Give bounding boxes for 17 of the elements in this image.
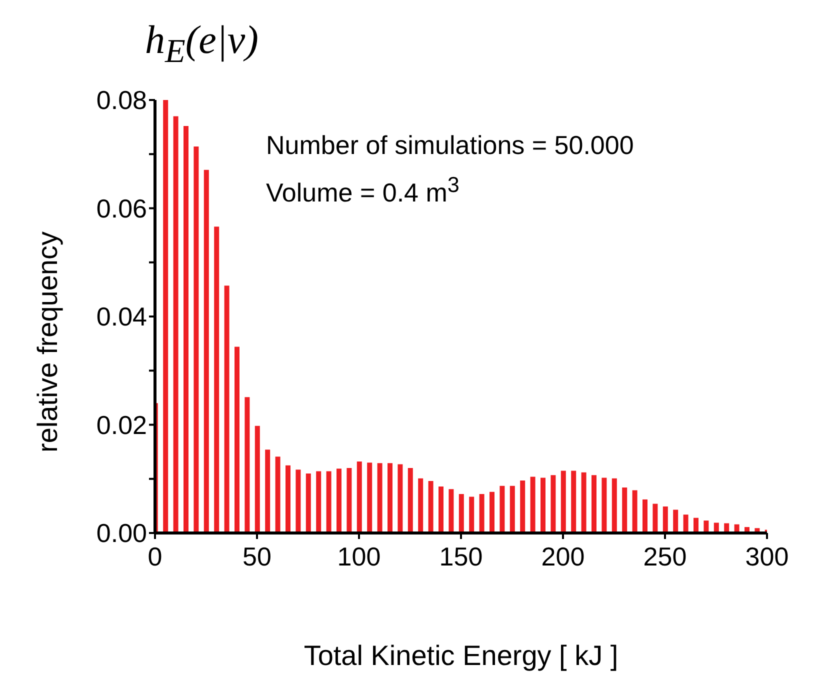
x-axis-title: Total Kinetic Energy [ kJ ] (304, 640, 618, 672)
y-tick-label: 0.00 (96, 518, 147, 548)
y-axis-title: relative frequency (32, 230, 64, 452)
annotation: Number of simulations = 50.000 (266, 130, 634, 161)
x-tick-label: 0 (148, 541, 162, 572)
y-tick-label: 0.04 (96, 302, 147, 332)
x-tick-label: 300 (745, 541, 789, 572)
y-tick-label: 0.02 (96, 410, 147, 440)
y-tick-label: 0.06 (96, 193, 147, 224)
annotation: Volume = 0.4 m$^{3}$ (266, 172, 460, 209)
x-tick-label: 150 (439, 541, 483, 572)
x-tick-label: 200 (541, 541, 585, 572)
x-tick-label: 50 (242, 541, 272, 572)
chart-title: h$_{E}$(e|v) (145, 16, 259, 71)
y-tick-label: 0.08 (96, 85, 147, 116)
x-tick-label: 100 (337, 541, 381, 572)
x-tick-label: 250 (643, 541, 687, 572)
